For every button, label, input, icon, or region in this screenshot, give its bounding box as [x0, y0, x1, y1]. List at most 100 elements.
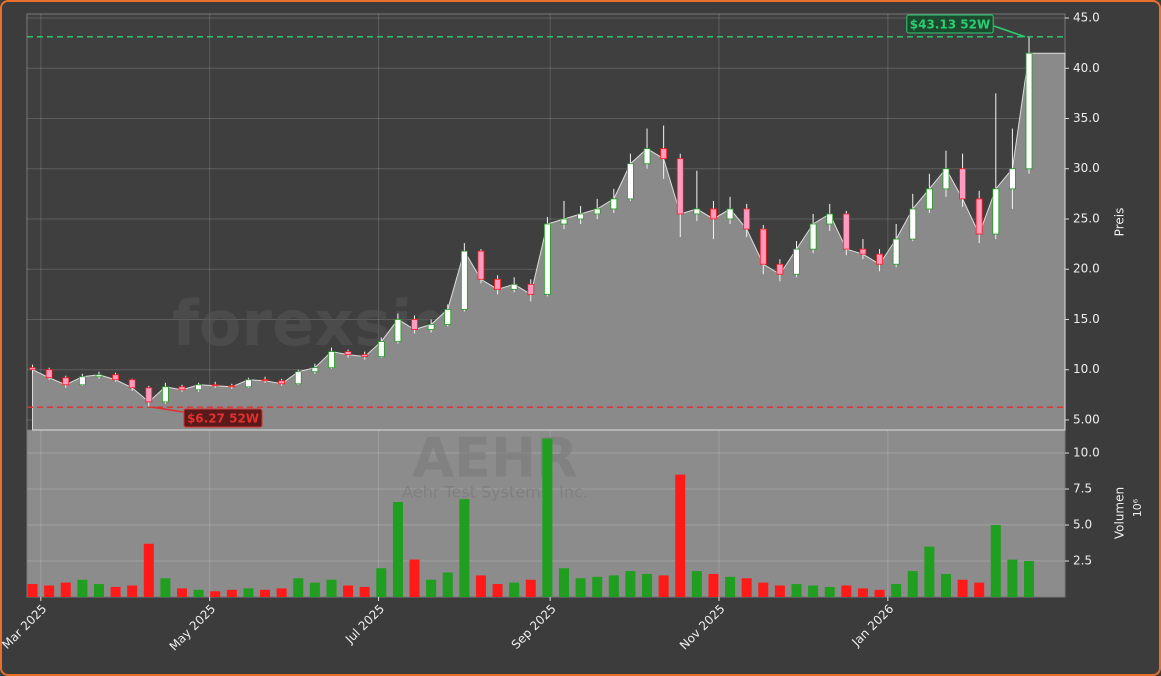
- volume-bar: [77, 579, 88, 597]
- candle-body: [1025, 52, 1033, 170]
- candle-body: [328, 351, 335, 369]
- candle-body: [477, 250, 485, 280]
- volume-bar: [525, 579, 536, 597]
- candle-body: [510, 283, 518, 290]
- volume-bar: [608, 575, 619, 597]
- volume-bar: [210, 591, 221, 597]
- volume-bar: [475, 575, 486, 597]
- candle-body: [62, 377, 70, 386]
- volume-bar: [343, 585, 354, 597]
- candle-body: [494, 278, 501, 290]
- candle-body: [593, 208, 601, 215]
- volume-bar: [708, 573, 719, 597]
- volume-bar: [276, 588, 287, 597]
- candle-body: [112, 374, 119, 381]
- candle-body: [643, 148, 651, 165]
- candle-body: [876, 253, 883, 265]
- annotation-box: [183, 408, 263, 428]
- candle-body: [676, 158, 684, 215]
- y-tick-label: 7.5: [1073, 482, 1092, 496]
- x-tick-label: Jan 2026: [848, 602, 896, 650]
- volume-bar: [143, 543, 154, 597]
- candle-body: [577, 213, 584, 220]
- y-tick-label: 40.0: [1073, 61, 1100, 75]
- candle-body: [710, 208, 717, 220]
- candle-body: [178, 386, 186, 391]
- volume-bar: [376, 568, 387, 597]
- candle-body: [245, 379, 252, 388]
- volume-bar: [658, 575, 669, 597]
- candle-body: [377, 341, 385, 358]
- volume-bar: [957, 579, 968, 597]
- volume-bar: [93, 584, 104, 597]
- volume-bar: [260, 589, 271, 597]
- volume-bar: [558, 568, 569, 597]
- candle-body: [627, 163, 634, 200]
- y-tick-label: 5.0: [1073, 518, 1092, 532]
- candle-body: [444, 309, 452, 325]
- volume-bar: [625, 571, 636, 597]
- y-tick-label: 15.0: [1073, 312, 1100, 326]
- candle-body: [826, 213, 834, 225]
- volume-bar: [542, 438, 553, 597]
- volume-bar: [741, 578, 752, 597]
- volume-bar: [592, 576, 603, 597]
- volume-bar: [675, 474, 686, 597]
- candle-body: [361, 354, 369, 358]
- candle-body: [842, 213, 850, 250]
- candle-body: [693, 208, 701, 215]
- candle-body: [959, 168, 966, 200]
- volume-bar: [60, 582, 71, 597]
- candle-body: [460, 250, 468, 310]
- x-tick-label: Jul 2025: [342, 602, 387, 647]
- x-tick-label: Mar 2025: [0, 602, 49, 652]
- candle-body: [610, 198, 618, 210]
- volume-axis-label: Volumen: [1113, 487, 1127, 539]
- candle-body: [859, 248, 867, 255]
- volume-bar: [359, 586, 370, 597]
- y-tick-label: 10.0: [1073, 446, 1100, 460]
- volume-bar: [243, 588, 254, 597]
- volume-bar: [841, 585, 852, 597]
- volume-bar: [293, 578, 304, 597]
- candle-body: [776, 263, 784, 275]
- candle-body: [925, 188, 933, 210]
- candle-body: [560, 218, 568, 225]
- candle-body: [161, 386, 169, 403]
- candle-body: [809, 223, 817, 250]
- candle-body: [660, 148, 668, 160]
- volume-bar: [44, 585, 55, 597]
- volume-bar: [426, 579, 437, 597]
- candle-body: [992, 188, 1000, 235]
- candle-body: [294, 371, 302, 385]
- candle-body: [743, 208, 751, 230]
- candle-body: [29, 367, 36, 371]
- volume-bar: [1024, 561, 1035, 597]
- volume-bar: [857, 588, 868, 597]
- x-tick-label: Sep 2025: [509, 602, 559, 652]
- candle-body: [195, 384, 203, 391]
- candle-body: [145, 387, 153, 403]
- candle-body: [78, 376, 86, 386]
- candle-body: [759, 228, 767, 265]
- candle-body: [128, 379, 136, 389]
- volume-bar: [990, 525, 1001, 597]
- candle-body: [344, 351, 352, 356]
- volume-bar: [874, 589, 885, 597]
- volume-bar: [442, 572, 453, 597]
- candle-body: [411, 319, 418, 330]
- candle-body: [975, 198, 983, 235]
- candle-body: [394, 319, 402, 342]
- annotation-arrow: [993, 25, 1026, 38]
- candle-body: [228, 385, 236, 388]
- volume-bar: [309, 582, 320, 597]
- candle-body: [543, 223, 551, 295]
- volume-bar: [774, 585, 785, 597]
- candle-body: [278, 380, 286, 385]
- candle-body: [261, 379, 269, 382]
- y-tick-label: 5.00: [1073, 412, 1100, 426]
- candle-body: [726, 208, 734, 220]
- volume-bar: [907, 571, 918, 597]
- volume-bar: [110, 586, 121, 597]
